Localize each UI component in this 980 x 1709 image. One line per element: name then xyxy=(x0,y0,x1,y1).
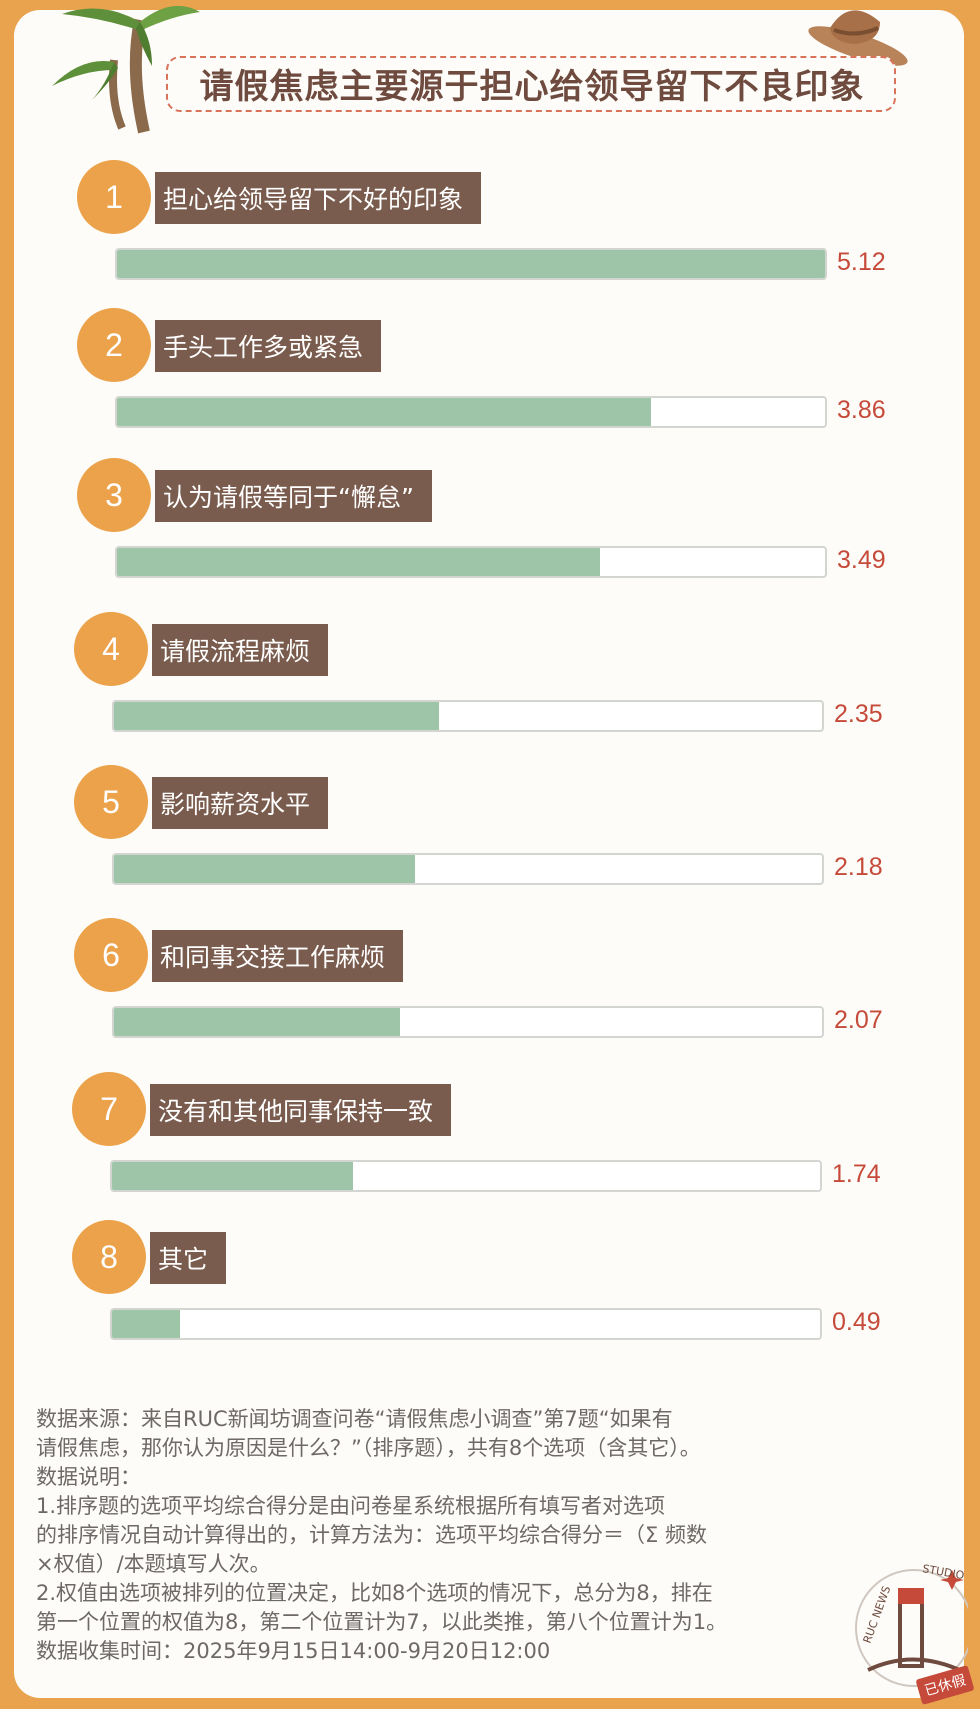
bar-label: 手头工作多或紧急 xyxy=(155,320,382,372)
bar-label: 影响薪资水平 xyxy=(152,777,329,829)
bar-track xyxy=(112,700,824,732)
ruc-news-studio-logo: RUC NEWS STUDIO xyxy=(855,1562,968,1687)
note-line: ×权值）/本题填写人次。 xyxy=(36,1552,271,1576)
bar-label: 请假流程麻烦 xyxy=(152,624,329,676)
bar-value-label: 3.86 xyxy=(837,396,886,424)
bar-track xyxy=(115,546,827,578)
bar-track xyxy=(110,1308,822,1340)
note-line: 数据收集时间：2025年9月15日14:00-9月20日12:00 xyxy=(36,1639,551,1663)
rank-badge: 4 xyxy=(74,612,148,686)
note-line: 第一个位置的权值为8，第二个位置计为7，以此类推，第八个位置计为1。 xyxy=(36,1610,728,1634)
bar xyxy=(114,855,416,883)
palm-tree-icon xyxy=(52,5,200,134)
data-notes: 数据来源：来自RUC新闻坊调查问卷“请假焦虑小调查”第7题“如果有 请假焦虑，那… xyxy=(36,1405,796,1666)
bar-label: 和同事交接工作麻烦 xyxy=(152,930,404,982)
rank-badge: 8 xyxy=(72,1220,146,1294)
sun-hat-icon xyxy=(808,10,908,66)
chart-title: 请假焦虑主要源于担心给领导留下不良印象 xyxy=(199,66,865,107)
bar-track xyxy=(115,248,827,280)
bar-value-label: 3.49 xyxy=(837,546,886,574)
bar xyxy=(117,250,825,278)
note-line: 的排序情况自动计算得出的，计算方法为：选项平均综合得分＝（Σ 频数 xyxy=(36,1523,707,1547)
bar-value-label: 0.49 xyxy=(832,1308,881,1336)
rank-badge: 3 xyxy=(77,458,151,532)
bar xyxy=(112,1162,353,1190)
bar-track xyxy=(112,853,824,885)
bar-track xyxy=(110,1160,822,1192)
rank-badge: 2 xyxy=(77,308,151,382)
title-frame xyxy=(166,56,896,112)
rank-badge: 7 xyxy=(72,1072,146,1146)
bar xyxy=(117,548,600,576)
bar-value-label: 2.35 xyxy=(834,700,883,728)
bar xyxy=(114,1008,401,1036)
rank-badge: 6 xyxy=(74,918,148,992)
bar-value-label: 1.74 xyxy=(832,1160,881,1188)
bar-label: 没有和其他同事保持一致 xyxy=(150,1084,452,1136)
note-line: 数据说明： xyxy=(36,1465,141,1489)
bar-label: 认为请假等同于“懈怠” xyxy=(155,470,432,522)
note-line: 1.排序题的选项平均综合得分是由问卷星系统根据所有填写者对选项 xyxy=(36,1494,666,1518)
bar-track xyxy=(112,1006,824,1038)
note-line: 数据来源：来自RUC新闻坊调查问卷“请假焦虑小调查”第7题“如果有 xyxy=(36,1407,673,1431)
bar-value-label: 2.07 xyxy=(834,1006,883,1034)
bar-value-label: 2.18 xyxy=(834,853,883,881)
bar-label: 担心给领导留下不好的印象 xyxy=(155,172,482,224)
bar xyxy=(117,398,651,426)
rank-badge: 1 xyxy=(77,160,151,234)
note-line: 请假焦虑，那你认为原因是什么？”（排序题），共有8个选项（含其它）。 xyxy=(36,1436,701,1460)
bar xyxy=(112,1310,180,1338)
bar xyxy=(114,702,439,730)
note-line: 2.权值由选项被排列的位置决定，比如8个选项的情况下，总分为8，排在 xyxy=(36,1581,713,1605)
rank-badge: 5 xyxy=(74,765,148,839)
svg-text:RUC NEWS: RUC NEWS xyxy=(861,1584,894,1645)
bar-track xyxy=(115,396,827,428)
bar-value-label: 5.12 xyxy=(837,248,886,276)
bar-label: 其它 xyxy=(150,1232,227,1284)
